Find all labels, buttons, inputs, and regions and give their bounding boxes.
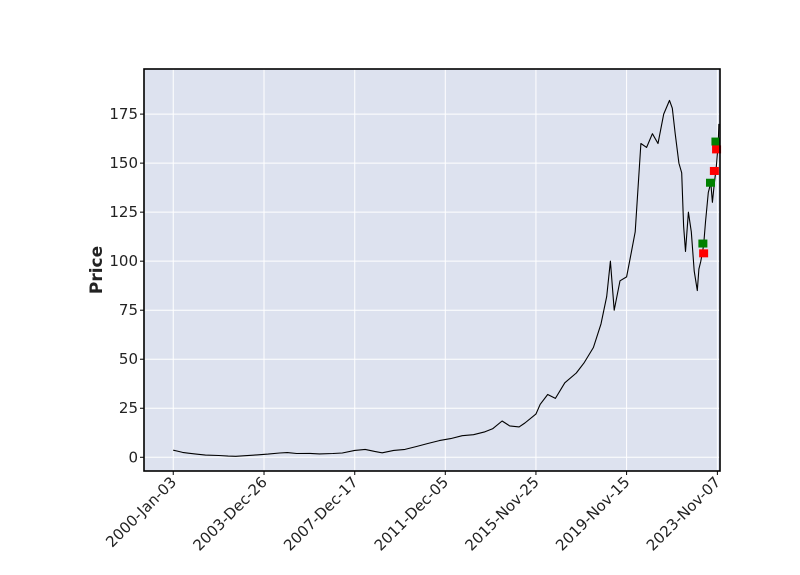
x-tick-label: 2003-Dec-26 xyxy=(189,473,270,554)
grid-lines xyxy=(144,69,720,471)
x-tick-label: 2023-Nov-07 xyxy=(643,473,724,554)
buy-marker xyxy=(711,137,721,146)
y-tick-label: 25 xyxy=(119,399,138,417)
plot-frame xyxy=(143,68,721,472)
y-tick-label: 0 xyxy=(128,448,138,466)
price-line-layer xyxy=(173,99,720,457)
y-tick-label: 50 xyxy=(119,350,138,368)
y-tick-label: 100 xyxy=(109,252,138,270)
sell-marker xyxy=(709,166,719,175)
buy-marker xyxy=(698,239,708,248)
y-tick-label: 175 xyxy=(109,105,138,123)
sell-marker xyxy=(699,249,709,258)
x-tick-label: 2019-Nov-15 xyxy=(552,473,633,554)
x-tick-label: 2007-Dec-17 xyxy=(280,473,361,554)
plot-area xyxy=(144,69,720,471)
y-tick-label: 125 xyxy=(109,203,138,221)
sell-marker xyxy=(712,145,722,154)
y-tick-label: 75 xyxy=(119,301,138,319)
buy-marker xyxy=(706,178,716,187)
y-tick-label: 150 xyxy=(109,154,138,172)
x-tick-label: 2000-Jan-03 xyxy=(102,473,180,551)
x-tick-label: 2011-Dec-05 xyxy=(371,473,452,554)
trade-markers xyxy=(698,137,722,258)
y-axis-title: Price xyxy=(87,246,107,294)
price-line xyxy=(173,99,720,457)
x-tick-label: 2015-Nov-25 xyxy=(461,473,542,554)
